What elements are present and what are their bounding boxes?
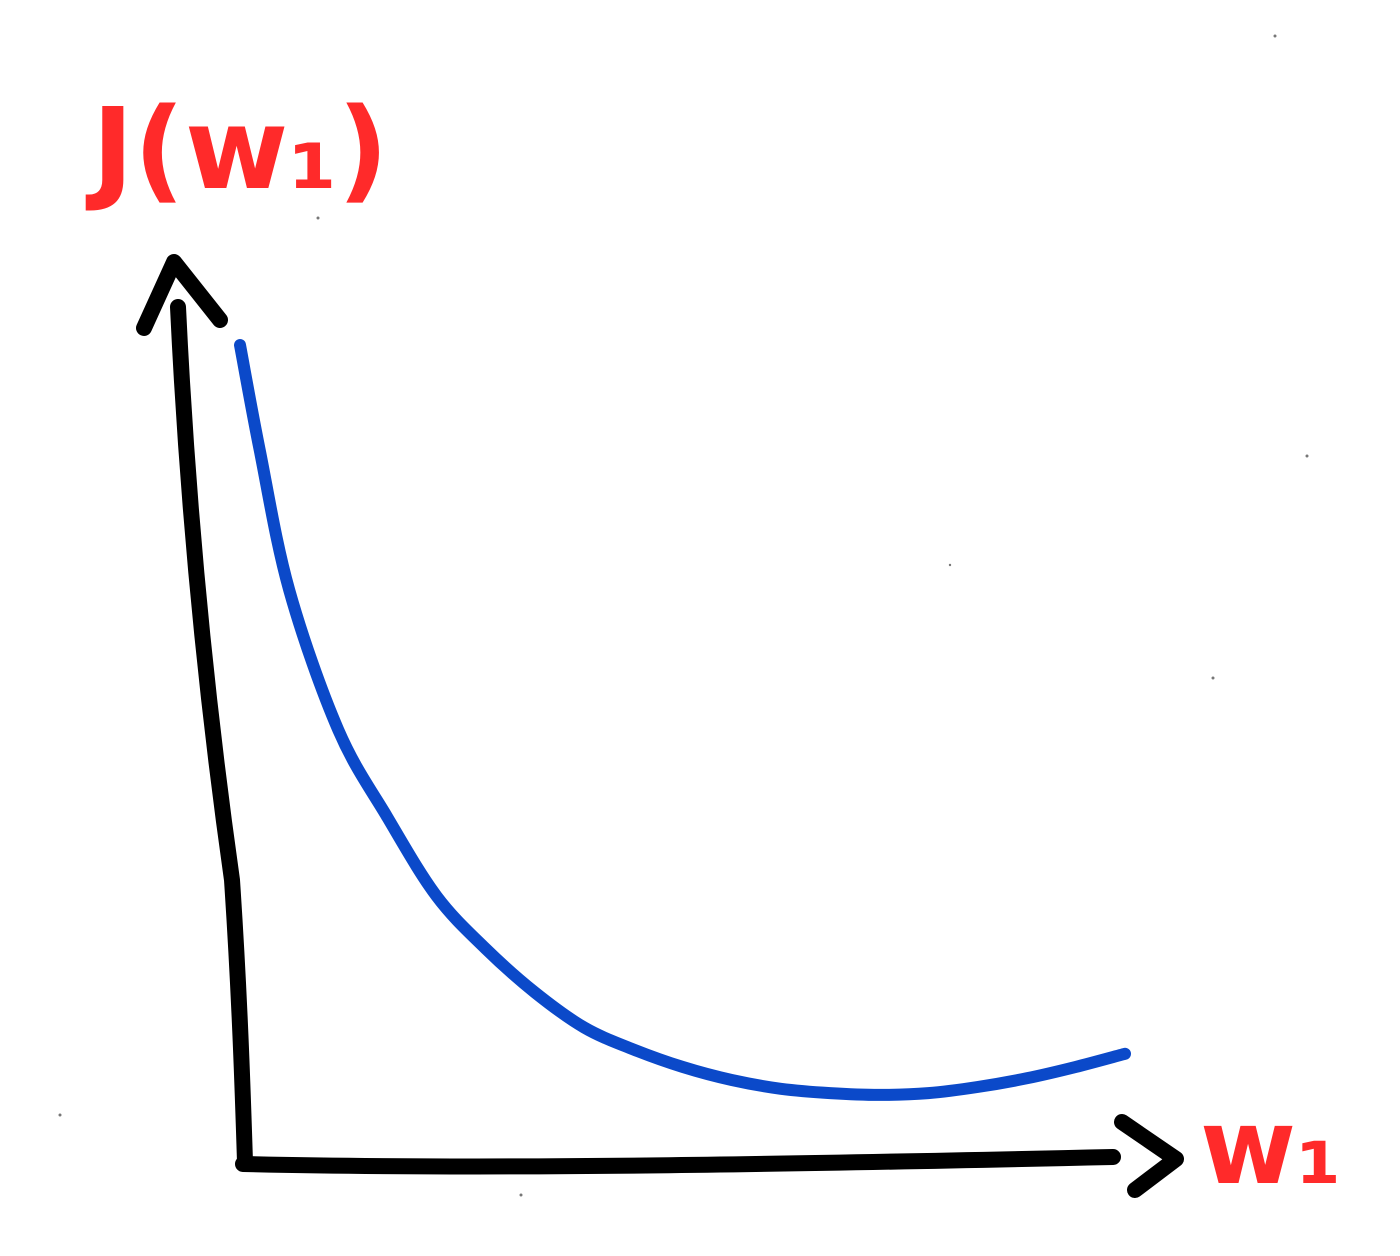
y-axis-line — [170, 299, 253, 1170]
paper-speck — [58, 1113, 62, 1117]
paper-speck — [1211, 676, 1215, 680]
y-axis-label: J(w₁) — [85, 85, 389, 215]
paper-speck — [519, 1193, 523, 1197]
x-axis-label: w₁ — [1200, 1086, 1342, 1208]
paper-speck — [316, 216, 320, 220]
paper-speck — [1273, 34, 1277, 38]
paper-speck — [1305, 454, 1309, 458]
paper-speck — [948, 563, 952, 567]
y-axis-arrowhead — [136, 254, 228, 336]
x-axis-arrowhead — [1114, 1114, 1184, 1198]
cost-curve-line — [234, 339, 1131, 1101]
x-axis-line — [235, 1149, 1121, 1175]
